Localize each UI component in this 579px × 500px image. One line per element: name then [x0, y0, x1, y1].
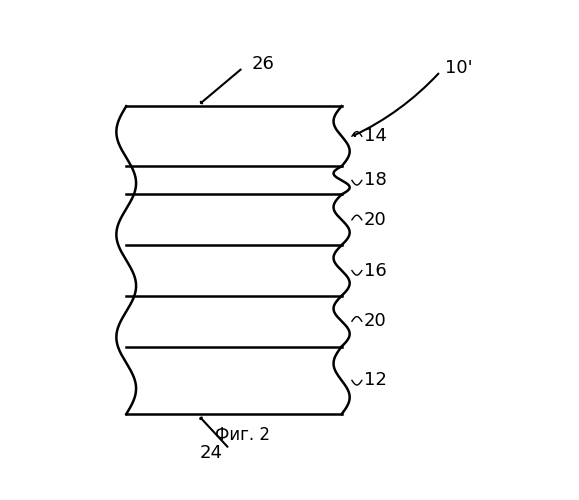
Text: 20: 20: [364, 211, 387, 229]
Text: 16: 16: [364, 262, 387, 280]
Text: 26: 26: [252, 55, 275, 73]
Bar: [126, 166, 342, 194]
Text: Фиг. 2: Фиг. 2: [215, 426, 270, 444]
Bar: [126, 346, 342, 414]
Text: 10': 10': [445, 58, 472, 76]
Bar: [126, 106, 342, 166]
Text: 12: 12: [364, 372, 387, 390]
Text: 20: 20: [364, 312, 387, 330]
Text: 14: 14: [364, 127, 387, 145]
Bar: [126, 296, 342, 346]
Text: 18: 18: [364, 172, 387, 190]
Bar: [126, 245, 342, 296]
Bar: [126, 194, 342, 245]
Text: 24: 24: [200, 444, 223, 462]
